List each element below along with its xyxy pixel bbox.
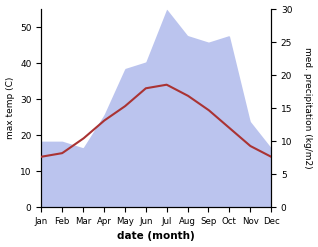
- Y-axis label: max temp (C): max temp (C): [5, 77, 15, 139]
- Y-axis label: med. precipitation (kg/m2): med. precipitation (kg/m2): [303, 47, 313, 169]
- X-axis label: date (month): date (month): [117, 231, 195, 242]
